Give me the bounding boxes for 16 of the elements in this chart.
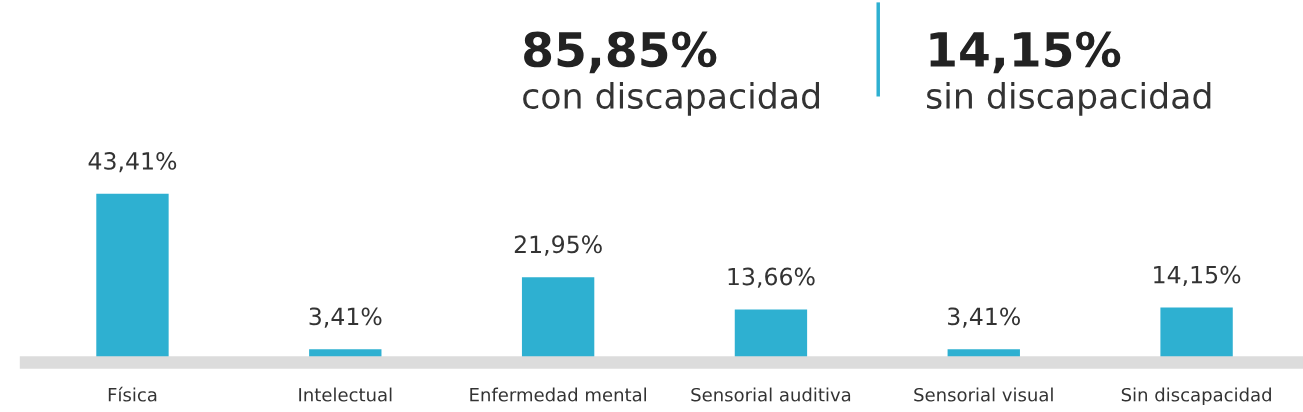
data-label: 43,41%	[88, 151, 177, 173]
text: 85,85%	[524, 31, 717, 74]
x-tick-label: Sin discapacidad	[1121, 387, 1271, 406]
x-tick-label: Sensorial auditiva	[691, 387, 851, 402]
x-tick-label: Sensorial visual	[914, 387, 1053, 402]
data-label: 21,95%	[514, 235, 602, 256]
data-label: 13,66%	[728, 267, 815, 288]
x-tick-label: Física	[108, 386, 157, 402]
data-label: 14,15%	[1154, 265, 1241, 286]
x-tick-label: Intelectual	[299, 387, 392, 402]
x-tick-label: Enfermedad mental	[470, 387, 646, 402]
text: con discapacidad	[523, 82, 819, 116]
text: sin discapacidad	[927, 82, 1211, 116]
text: 14,15%	[930, 31, 1121, 74]
data-label: 3,41%	[309, 307, 382, 328]
data-label: 3,41%	[948, 307, 1020, 328]
